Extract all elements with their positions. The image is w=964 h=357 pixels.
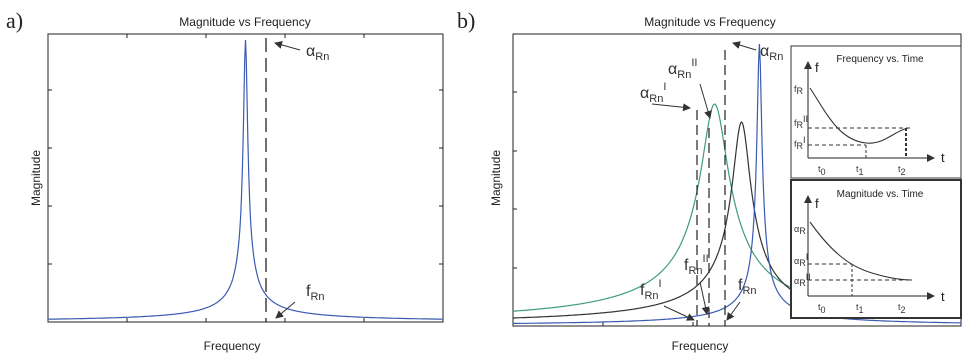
panel-a-xlabel: Frequency bbox=[204, 339, 261, 353]
panel-b-freq-arrow-3 bbox=[726, 301, 741, 321]
panel-a-title: Magnitude vs Frequency bbox=[179, 15, 310, 29]
inset-1-ylabel-2: fRII bbox=[794, 114, 808, 130]
panel-a-ylabel: Magnitude bbox=[29, 150, 43, 206]
inset-2-xlabel: t bbox=[941, 289, 945, 304]
panel-a: a) Magnitude vs Frequency Magnitude Freq… bbox=[6, 8, 444, 353]
inset-2-ylabel-1: αR bbox=[794, 224, 806, 236]
inset-2-ylabel-2: αRI bbox=[794, 252, 808, 268]
inset-2-xtick-1: t0 bbox=[818, 302, 826, 315]
panel-b-freq-label-3: fRn bbox=[738, 277, 757, 297]
panel-a-peak-arrow bbox=[274, 41, 301, 51]
panel-b-xlabel: Frequency bbox=[672, 339, 729, 353]
inset-1-ylabel-1: fR bbox=[794, 84, 804, 96]
panel-b-freq-label-1: fRnI bbox=[640, 278, 662, 302]
panel-a-freq-label: fRn bbox=[306, 283, 325, 303]
panel-b-peak-arrow-3 bbox=[732, 41, 757, 51]
inset-1-curve bbox=[809, 87, 909, 144]
panel-b-letter: b) bbox=[457, 8, 475, 33]
panel-b-peak-label-1: αRnI bbox=[640, 81, 666, 105]
panel-b-curve-3 bbox=[513, 43, 961, 324]
inset-2-xtick-3: t2 bbox=[898, 302, 906, 315]
panel-b-peak-label-3: αRn bbox=[760, 43, 783, 63]
inset-2-title: Magnitude vs. Time bbox=[837, 189, 924, 200]
panel-b-peak-arrow-1 bbox=[651, 103, 691, 112]
panel-b-ticks bbox=[513, 91, 694, 326]
inset-2-curve bbox=[809, 221, 913, 281]
inset-1-title: Frequency vs. Time bbox=[836, 54, 924, 65]
panel-a-freq-arrow bbox=[275, 301, 296, 319]
inset-1-xlabel: t bbox=[941, 150, 945, 165]
panel-b-freq-arrow-1 bbox=[663, 305, 695, 321]
inset-1-ylabel-3: fRI bbox=[794, 135, 806, 151]
panel-a-peak-label: αRn bbox=[306, 43, 329, 63]
inset-2-xtick-2: t1 bbox=[856, 302, 864, 315]
inset-magnitude-time: Magnitude vs. Time f t αR αRI αRII t0 t1… bbox=[790, 179, 962, 319]
inset-2-ylabel-3: αRII bbox=[794, 272, 811, 288]
inset-frequency-time: Frequency vs. Time f t fR fRII fRI t0 t1… bbox=[790, 45, 962, 179]
panel-b-peak-arrow-2 bbox=[699, 83, 712, 119]
panel-a-axes bbox=[47, 33, 444, 323]
inset-1-xtick-3: t2 bbox=[898, 164, 906, 177]
panel-b-freq-label-2: fRnII bbox=[684, 253, 709, 277]
panel-b-title: Magnitude vs Frequency bbox=[644, 15, 775, 29]
inset-2-ylabel: f bbox=[815, 196, 819, 211]
panel-a-curve bbox=[48, 39, 443, 320]
inset-1-xtick-1: t0 bbox=[818, 164, 826, 177]
inset-1-xtick-2: t1 bbox=[856, 164, 864, 177]
panel-a-letter: a) bbox=[6, 8, 23, 33]
panel-b-peak-label-2: αRnII bbox=[668, 57, 697, 81]
panel-a-ticks bbox=[48, 34, 443, 322]
panel-b-freq-arrow-2 bbox=[699, 281, 710, 315]
inset-1-ylabel: f bbox=[815, 60, 819, 75]
panel-b-ylabel: Magnitude bbox=[489, 150, 503, 206]
